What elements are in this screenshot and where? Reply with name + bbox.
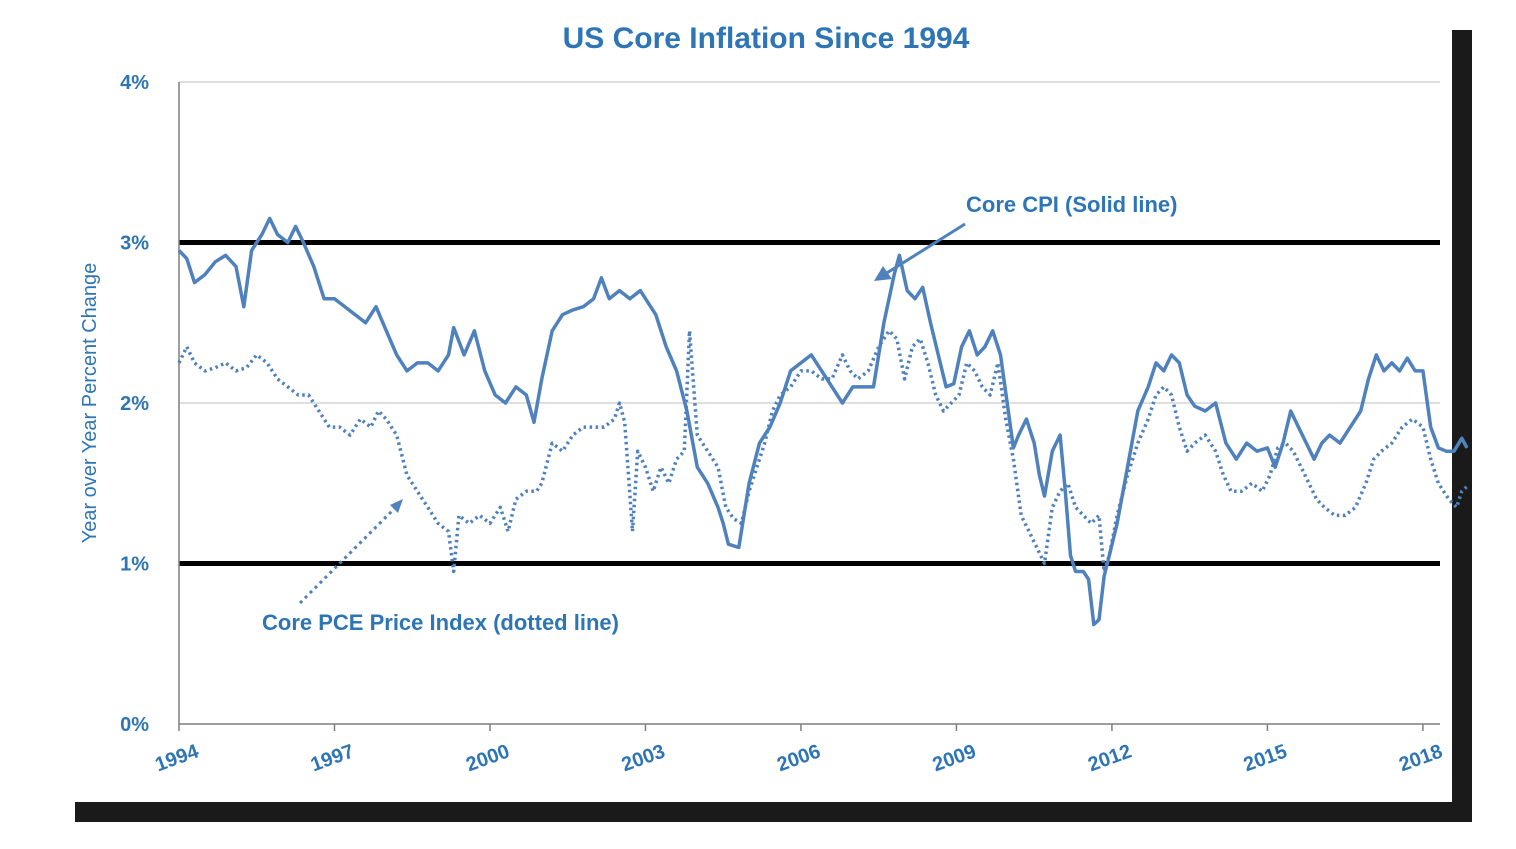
annotation-core-pce: Core PCE Price Index (dotted line) [262, 610, 619, 635]
series-line-core-pce [177, 329, 1469, 574]
annotation-core-cpi-arrowhead [874, 266, 892, 281]
axes [178, 82, 1440, 731]
y-tick-label-4: 4% [120, 72, 149, 94]
panel-shadow-bottom [75, 800, 1472, 822]
annotation-core-cpi: Core CPI (Solid line) [966, 192, 1177, 217]
series-line-core-cpi [177, 216, 1469, 627]
y-tick-label-3: 3% [120, 233, 149, 255]
annotation-core-pce-arrow [298, 506, 397, 605]
y-tick-label-1: 1% [120, 554, 149, 576]
series-lines [177, 216, 1469, 627]
panel-background [40, 10, 1452, 802]
y-axis-label: Year over Year Percent Change [79, 263, 101, 544]
panel-shadow-right [1450, 30, 1472, 820]
threshold-lines [179, 240, 1440, 566]
chart-title: US Core Inflation Since 1994 [563, 22, 970, 55]
annotation-core-cpi-arrow [881, 222, 966, 278]
annotation-core-pce-arrowhead [390, 499, 403, 513]
y-tick-label-2: 2% [120, 393, 149, 415]
y-tick-label-0: 0% [120, 714, 149, 736]
y-tick-labels: 0% 1% 2% 3% 4% [120, 72, 149, 736]
